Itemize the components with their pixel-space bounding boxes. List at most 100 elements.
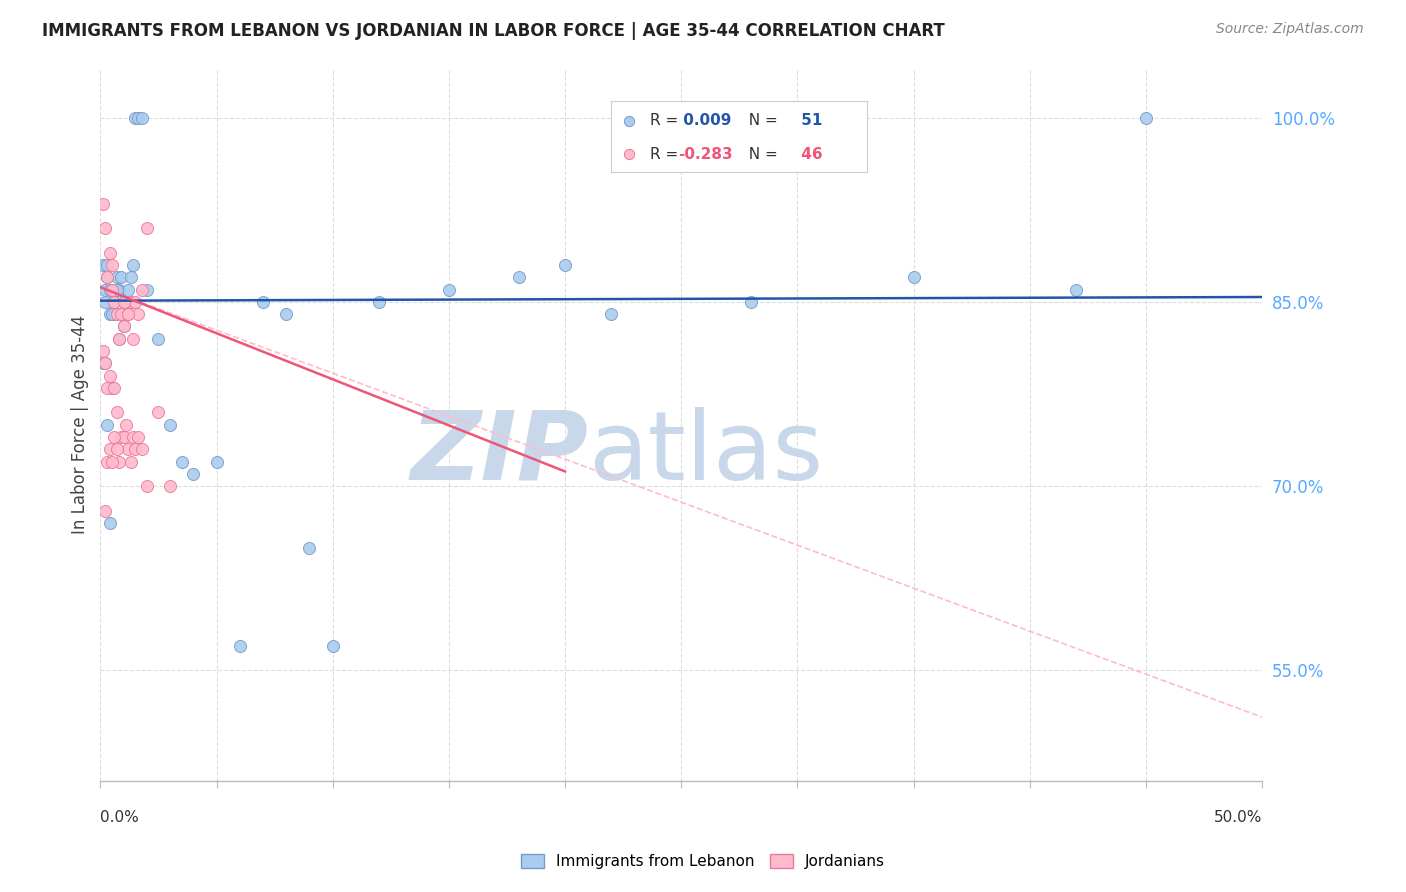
Point: [159, 417, 181, 432]
Point: [127, 307, 149, 321]
Point: [94, 356, 117, 370]
Text: IMMIGRANTS FROM LEBANON VS JORDANIAN IN LABOR FORCE | AGE 35-44 CORRELATION CHAR: IMMIGRANTS FROM LEBANON VS JORDANIAN IN …: [42, 22, 945, 40]
Text: ZIP: ZIP: [411, 407, 588, 500]
Text: 0.0%: 0.0%: [100, 810, 139, 824]
Point: [122, 258, 145, 272]
Point: [554, 258, 576, 272]
Point: [120, 294, 142, 309]
Point: [103, 430, 125, 444]
Point: [96, 455, 118, 469]
Point: [229, 639, 252, 653]
Point: [105, 405, 128, 419]
Point: [276, 307, 298, 321]
Point: [124, 442, 146, 457]
Point: [108, 283, 131, 297]
Point: [148, 405, 170, 419]
Point: [181, 467, 204, 481]
Point: [368, 294, 391, 309]
Point: [124, 111, 146, 125]
Point: [135, 283, 157, 297]
Point: [110, 307, 132, 321]
Point: [122, 430, 145, 444]
Point: [1064, 283, 1087, 297]
Point: [94, 221, 117, 235]
Point: [105, 283, 128, 297]
Point: [127, 111, 149, 125]
Point: [117, 442, 139, 457]
Point: [108, 455, 131, 469]
Point: [96, 270, 118, 285]
Point: [94, 504, 117, 518]
Point: [437, 283, 460, 297]
Point: [94, 283, 117, 297]
Point: [98, 307, 121, 321]
Point: [101, 283, 124, 297]
Point: [508, 270, 530, 285]
Point: [120, 455, 142, 469]
Point: [105, 442, 128, 457]
Point: [112, 430, 135, 444]
Point: [124, 294, 146, 309]
Point: [159, 479, 181, 493]
Point: [170, 455, 193, 469]
Point: [101, 258, 124, 272]
Point: [103, 381, 125, 395]
Point: [322, 639, 344, 653]
Point: [91, 258, 114, 272]
Point: [131, 442, 153, 457]
Point: [91, 356, 114, 370]
Point: [94, 356, 117, 370]
Point: [101, 455, 124, 469]
Point: [98, 442, 121, 457]
Point: [903, 270, 925, 285]
Y-axis label: In Labor Force | Age 35-44: In Labor Force | Age 35-44: [72, 315, 89, 534]
Text: atlas: atlas: [588, 407, 824, 500]
Point: [148, 332, 170, 346]
Point: [600, 307, 623, 321]
Point: [105, 307, 128, 321]
Point: [135, 221, 157, 235]
Point: [110, 270, 132, 285]
Point: [108, 332, 131, 346]
Point: [115, 294, 138, 309]
Point: [112, 319, 135, 334]
Point: [98, 368, 121, 383]
Point: [101, 283, 124, 297]
Point: [110, 430, 132, 444]
Point: [96, 270, 118, 285]
Point: [108, 332, 131, 346]
Point: [131, 283, 153, 297]
Point: [98, 516, 121, 530]
Point: [740, 294, 762, 309]
Point: [103, 307, 125, 321]
Point: [101, 307, 124, 321]
Point: [117, 307, 139, 321]
Legend: Immigrants from Lebanon, Jordanians: Immigrants from Lebanon, Jordanians: [515, 848, 891, 875]
Point: [127, 430, 149, 444]
Point: [96, 381, 118, 395]
Text: Source: ZipAtlas.com: Source: ZipAtlas.com: [1216, 22, 1364, 37]
Point: [135, 479, 157, 493]
Point: [120, 270, 142, 285]
Point: [98, 283, 121, 297]
Point: [205, 455, 228, 469]
Point: [91, 196, 114, 211]
Point: [98, 245, 121, 260]
Point: [91, 344, 114, 359]
Point: [96, 258, 118, 272]
Point: [112, 319, 135, 334]
Point: [96, 417, 118, 432]
Point: [1135, 111, 1157, 125]
Point: [103, 294, 125, 309]
Point: [103, 294, 125, 309]
Point: [115, 307, 138, 321]
Point: [101, 381, 124, 395]
Point: [117, 283, 139, 297]
Point: [105, 270, 128, 285]
Point: [110, 307, 132, 321]
Point: [122, 332, 145, 346]
Text: 50.0%: 50.0%: [1213, 810, 1263, 824]
Point: [298, 541, 321, 555]
Point: [112, 294, 135, 309]
Point: [112, 294, 135, 309]
